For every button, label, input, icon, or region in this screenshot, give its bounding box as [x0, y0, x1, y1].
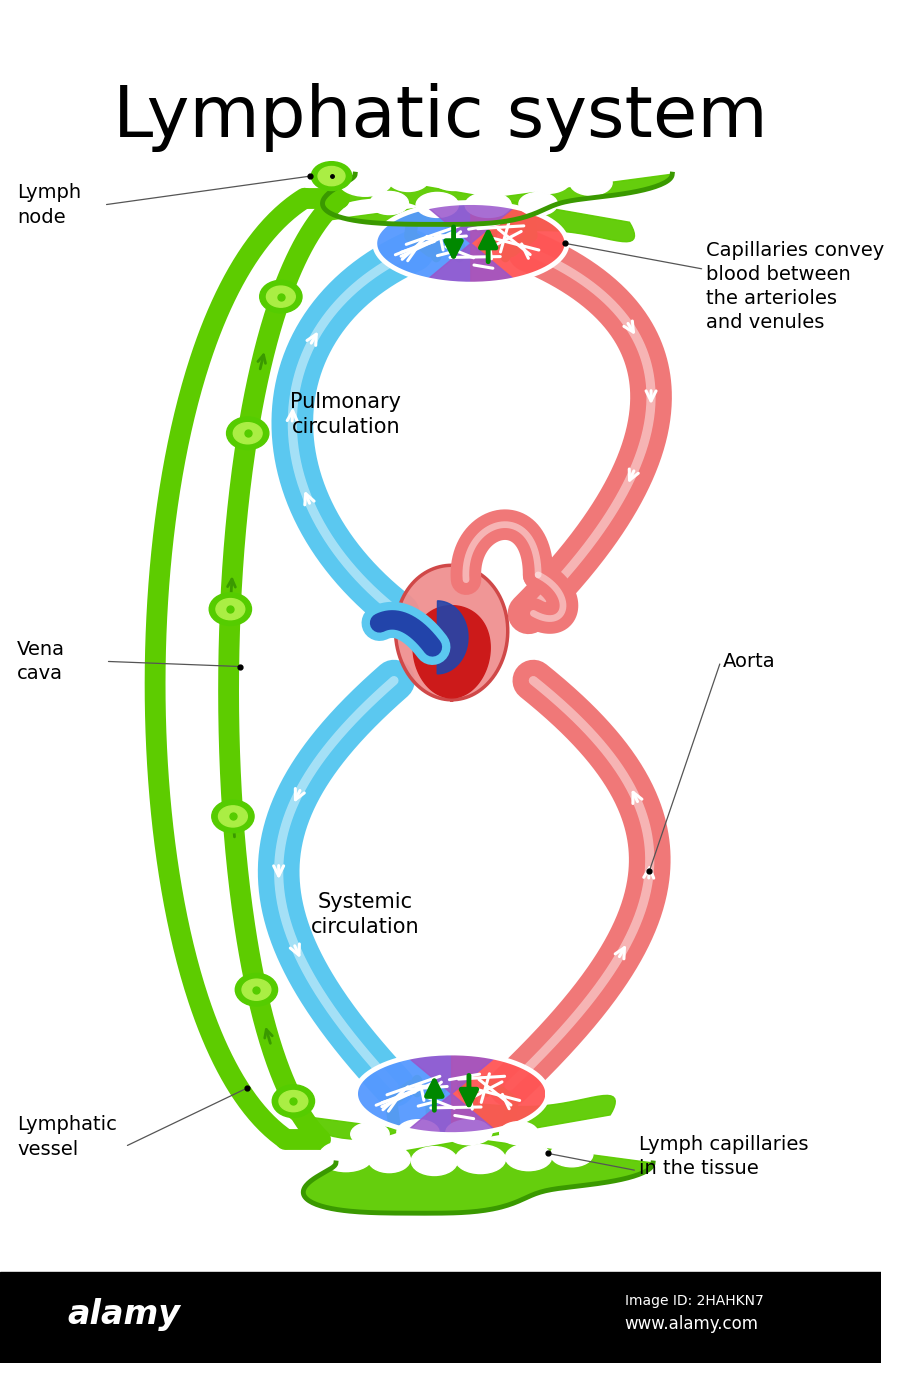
Ellipse shape	[446, 1120, 492, 1145]
Polygon shape	[288, 1095, 653, 1213]
Ellipse shape	[368, 1145, 410, 1173]
Polygon shape	[395, 566, 508, 699]
Ellipse shape	[350, 1123, 389, 1145]
Ellipse shape	[260, 281, 302, 313]
Ellipse shape	[465, 192, 511, 217]
Ellipse shape	[519, 192, 558, 215]
Text: Aorta: Aorta	[723, 652, 775, 671]
Text: Systemic
circulation: Systemic circulation	[311, 892, 419, 937]
Ellipse shape	[430, 240, 442, 261]
Ellipse shape	[412, 1147, 458, 1176]
Ellipse shape	[215, 599, 245, 620]
Ellipse shape	[279, 1091, 308, 1112]
Ellipse shape	[218, 806, 248, 827]
Ellipse shape	[387, 164, 429, 192]
Text: www.alamy.com: www.alamy.com	[624, 1315, 758, 1333]
Ellipse shape	[550, 1141, 593, 1166]
Ellipse shape	[454, 240, 465, 261]
Ellipse shape	[236, 973, 278, 1006]
Ellipse shape	[505, 1144, 552, 1170]
Ellipse shape	[430, 161, 477, 190]
Ellipse shape	[209, 592, 251, 626]
Ellipse shape	[318, 167, 345, 186]
Ellipse shape	[212, 801, 254, 833]
Ellipse shape	[397, 1120, 439, 1145]
Text: Lymph
node: Lymph node	[17, 183, 82, 227]
Ellipse shape	[500, 1122, 538, 1145]
Ellipse shape	[500, 240, 511, 261]
Polygon shape	[427, 203, 514, 284]
Text: Vena
cava: Vena cava	[17, 639, 65, 682]
Ellipse shape	[416, 192, 458, 217]
Polygon shape	[356, 1054, 452, 1134]
Text: alamy: alamy	[67, 1298, 181, 1332]
Ellipse shape	[481, 1076, 492, 1097]
Text: Image ID: 2HAHKN7: Image ID: 2HAHKN7	[624, 1294, 763, 1308]
Text: Lymph capillaries
in the tissue: Lymph capillaries in the tissue	[639, 1134, 809, 1177]
Text: Lymphatic
vessel: Lymphatic vessel	[17, 1115, 117, 1159]
Ellipse shape	[569, 171, 613, 196]
Ellipse shape	[267, 286, 295, 307]
Polygon shape	[408, 1054, 495, 1134]
Ellipse shape	[233, 423, 262, 443]
Polygon shape	[470, 203, 567, 284]
Ellipse shape	[338, 165, 392, 196]
Ellipse shape	[242, 979, 271, 1001]
Polygon shape	[452, 1054, 547, 1134]
Ellipse shape	[312, 161, 352, 190]
Ellipse shape	[412, 1076, 423, 1097]
Ellipse shape	[477, 240, 488, 261]
Bar	[0, 1272, 881, 1362]
Polygon shape	[375, 203, 470, 284]
Ellipse shape	[226, 417, 269, 449]
Text: Lymphatic system: Lymphatic system	[113, 83, 768, 152]
Polygon shape	[437, 600, 468, 674]
Polygon shape	[307, 174, 672, 242]
Polygon shape	[413, 606, 491, 698]
Ellipse shape	[475, 164, 525, 192]
Ellipse shape	[456, 1145, 505, 1173]
Ellipse shape	[370, 192, 408, 214]
Ellipse shape	[319, 1141, 373, 1172]
Ellipse shape	[435, 1076, 446, 1097]
Text: Pulmonary
circulation: Pulmonary circulation	[291, 392, 402, 436]
Ellipse shape	[525, 167, 570, 193]
Ellipse shape	[458, 1076, 469, 1097]
Text: Capillaries convey
blood between
the arterioles
and venules: Capillaries convey blood between the art…	[706, 240, 885, 332]
Ellipse shape	[272, 1084, 315, 1118]
